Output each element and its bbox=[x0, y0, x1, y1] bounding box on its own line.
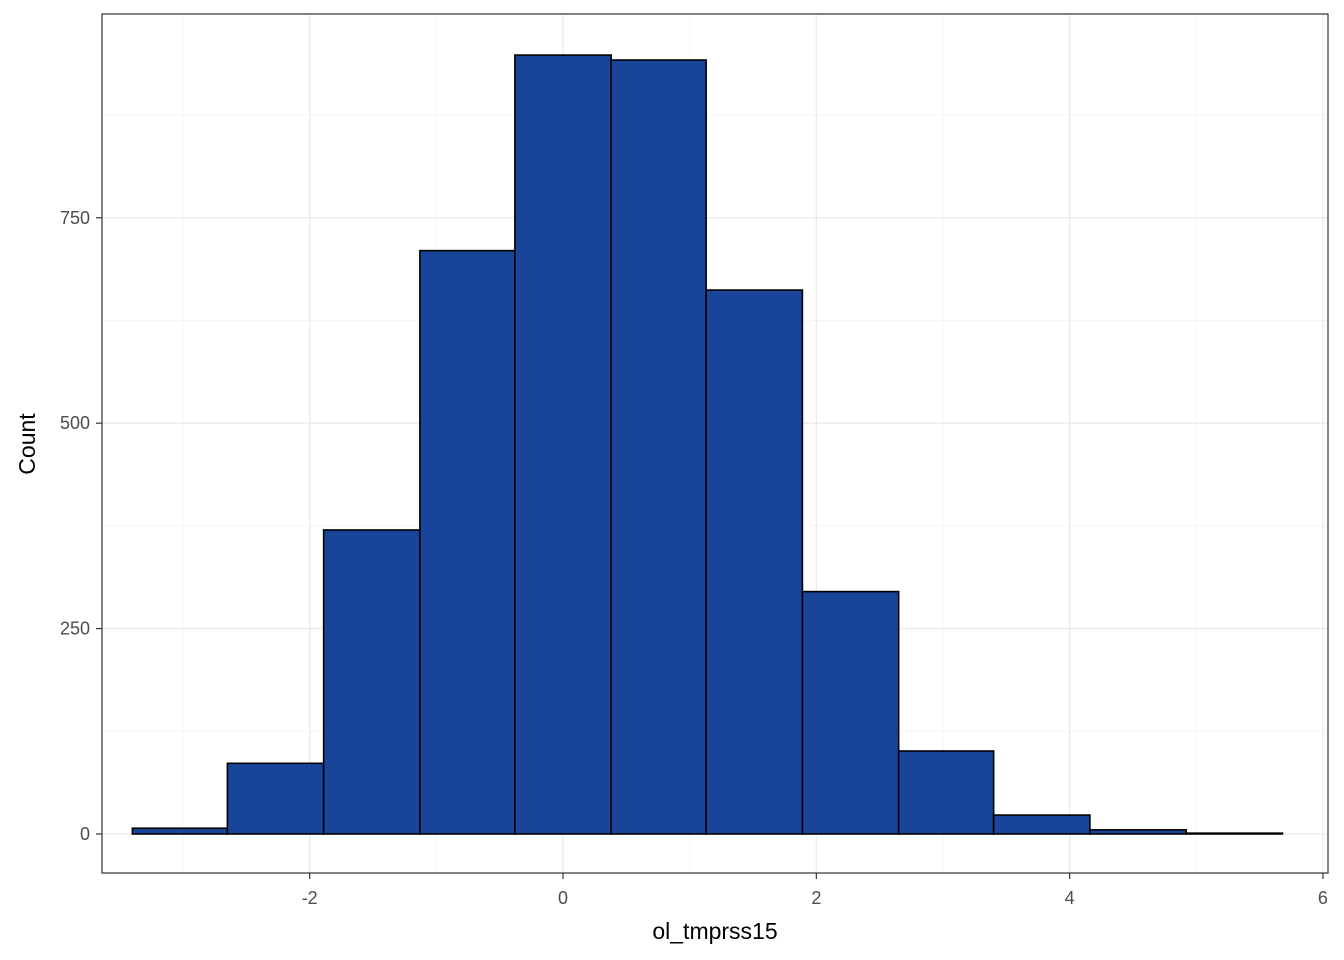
histogram-bar bbox=[131, 827, 229, 835]
y-tick-label: 500 bbox=[60, 413, 90, 433]
histogram-bar bbox=[514, 54, 612, 835]
histogram-bar bbox=[610, 59, 707, 835]
panel-border bbox=[101, 13, 1329, 874]
x-tick-label: 0 bbox=[558, 888, 568, 908]
x-tick-label: -2 bbox=[302, 888, 318, 908]
y-tick-label: 0 bbox=[80, 824, 90, 844]
histogram-bar bbox=[1089, 829, 1187, 835]
histogram-bar bbox=[322, 529, 421, 835]
y-axis-title: Count bbox=[14, 413, 40, 475]
y-axis-ticks: 0 250 500 750 bbox=[60, 208, 102, 844]
x-axis-title: ol_tmprss15 bbox=[652, 918, 777, 944]
x-tick-label: 2 bbox=[811, 888, 821, 908]
x-tick-label: 6 bbox=[1318, 888, 1328, 908]
histogram-bar bbox=[1185, 832, 1284, 835]
histogram-bar bbox=[897, 750, 995, 835]
histogram-bar bbox=[801, 590, 900, 835]
histogram-bar bbox=[992, 814, 1091, 835]
x-axis-ticks: -2 0 2 4 6 bbox=[302, 873, 1328, 908]
histogram-bars bbox=[131, 54, 1284, 835]
histogram-bar bbox=[226, 762, 325, 835]
histogram-bar bbox=[705, 289, 804, 835]
histogram-bar bbox=[419, 249, 516, 835]
x-tick-label: 4 bbox=[1065, 888, 1075, 908]
y-tick-label: 250 bbox=[60, 619, 90, 639]
y-tick-label: 750 bbox=[60, 208, 90, 228]
